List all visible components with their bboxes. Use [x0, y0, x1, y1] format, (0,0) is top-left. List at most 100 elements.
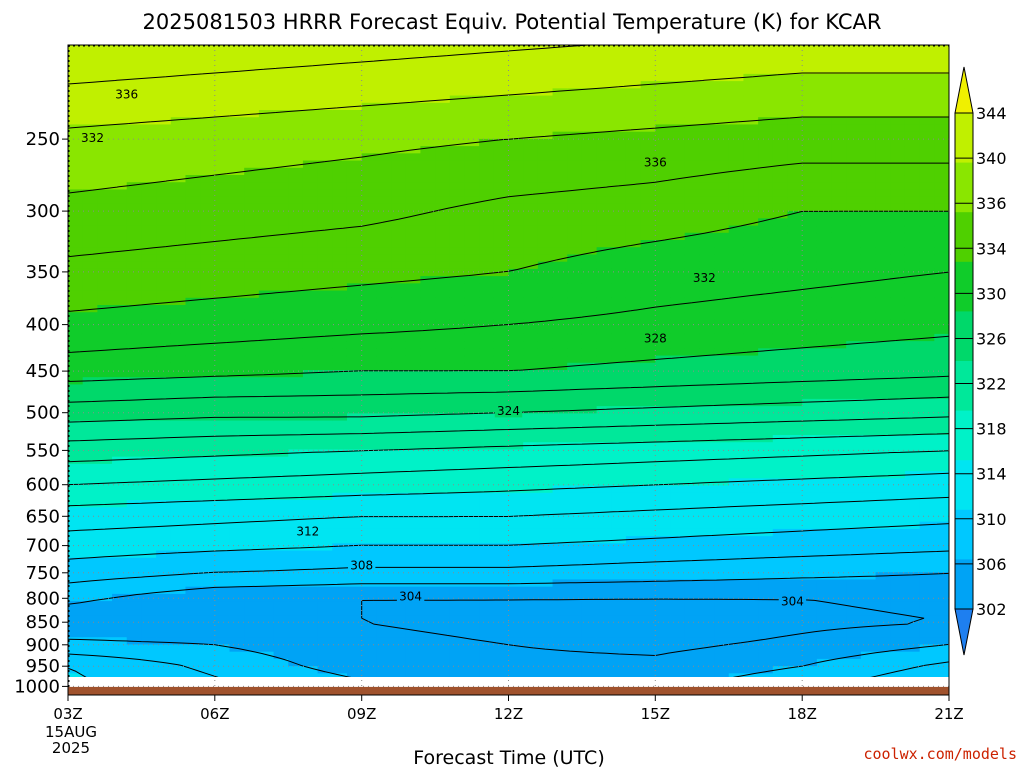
fill-cell: [802, 333, 818, 342]
fill-cell: [714, 355, 730, 364]
fill-cell: [787, 579, 803, 588]
fill-cell: [655, 427, 671, 436]
fill-cell: [185, 88, 201, 97]
fill-cell: [772, 45, 789, 53]
fill-cell: [772, 326, 789, 335]
fill-cell: [523, 528, 539, 537]
fill-cell: [288, 153, 304, 162]
fill-cell: [126, 384, 143, 393]
fill-cell: [714, 550, 730, 559]
fill-cell: [376, 138, 392, 147]
fill-cell: [141, 586, 157, 595]
fill-cell: [772, 218, 789, 227]
fill-cell: [596, 102, 612, 111]
fill-cell: [449, 492, 466, 501]
fill-cell: [802, 644, 818, 653]
fill-cell: [714, 189, 730, 198]
fill-cell: [816, 362, 833, 371]
fill-cell: [860, 333, 877, 342]
fill-cell: [699, 175, 715, 183]
fill-cell: [655, 651, 671, 660]
fill-cell: [537, 449, 554, 458]
fill-cell: [714, 333, 730, 342]
fill-cell: [405, 175, 421, 183]
fill-cell: [596, 297, 612, 306]
fill-cell: [787, 333, 803, 342]
fill-cell: [420, 435, 436, 443]
fill-cell: [596, 557, 612, 566]
fill-cell: [714, 398, 730, 407]
fill-cell: [361, 478, 377, 487]
fill-cell: [684, 326, 700, 335]
fill-cell: [508, 211, 524, 219]
fill-cell: [758, 326, 774, 335]
fill-cell: [625, 420, 642, 429]
fill-cell: [772, 427, 789, 436]
fill-cell: [875, 225, 891, 234]
fill-cell: [684, 138, 700, 147]
fill-cell: [640, 297, 656, 306]
fill-cell: [258, 153, 275, 162]
fill-cell: [714, 420, 730, 429]
fill-cell: [332, 146, 348, 154]
fill-cell: [244, 528, 260, 537]
fill-cell: [611, 377, 627, 386]
fill-cell: [581, 593, 598, 602]
fill-cell: [728, 348, 745, 357]
fill-cell: [435, 572, 451, 581]
fill-cell: [376, 225, 392, 234]
fill-cell: [214, 377, 231, 386]
fill-cell: [229, 536, 245, 544]
fill-cell: [831, 528, 847, 537]
fill-cell: [670, 88, 686, 97]
fill-cell: [258, 644, 275, 653]
fill-cell: [787, 45, 803, 53]
fill-cell: [684, 644, 700, 653]
fill-cell: [625, 579, 642, 588]
fill-cell: [860, 601, 877, 609]
fill-cell: [523, 326, 539, 335]
fill-cell: [860, 196, 877, 205]
fill-cell: [802, 536, 818, 544]
fill-cell: [185, 514, 201, 523]
fill-cell: [170, 283, 187, 292]
fill-cell: [449, 398, 466, 407]
fill-cell: [317, 240, 333, 248]
fill-cell: [670, 124, 686, 133]
fill-cell: [244, 225, 260, 234]
fill-cell: [156, 196, 172, 205]
fill-cell: [185, 413, 201, 422]
fill-cell: [846, 146, 862, 154]
fill-cell: [376, 211, 392, 219]
fill-cell: [126, 471, 143, 479]
fill-cell: [244, 622, 260, 631]
fill-cell: [552, 420, 568, 429]
fill-cell: [464, 283, 480, 292]
fill-cell: [317, 435, 333, 443]
fill-cell: [332, 124, 348, 133]
fill-cell: [214, 507, 231, 516]
fill-cell: [772, 131, 789, 140]
fill-cell: [391, 471, 407, 479]
fill-cell: [596, 182, 612, 191]
fill-cell: [552, 225, 568, 234]
fill-cell: [449, 557, 466, 566]
fill-cell: [82, 420, 98, 429]
fill-cell: [332, 196, 348, 205]
fill-cell: [567, 146, 583, 154]
fill-cell: [420, 52, 436, 61]
fill-cell: [537, 218, 554, 227]
fill-cell: [875, 268, 891, 277]
fill-cell: [758, 644, 774, 653]
fill-cell: [611, 225, 627, 234]
fill-cell: [758, 290, 774, 299]
fill-cell: [684, 485, 700, 494]
fill-cell: [640, 492, 656, 501]
fill-cell: [537, 131, 554, 140]
fill-cell: [82, 391, 98, 400]
fill-cell: [728, 319, 745, 328]
fill-cell: [258, 102, 275, 111]
fill-cell: [493, 601, 510, 609]
fill-cell: [523, 514, 539, 523]
fill-cell: [670, 557, 686, 566]
